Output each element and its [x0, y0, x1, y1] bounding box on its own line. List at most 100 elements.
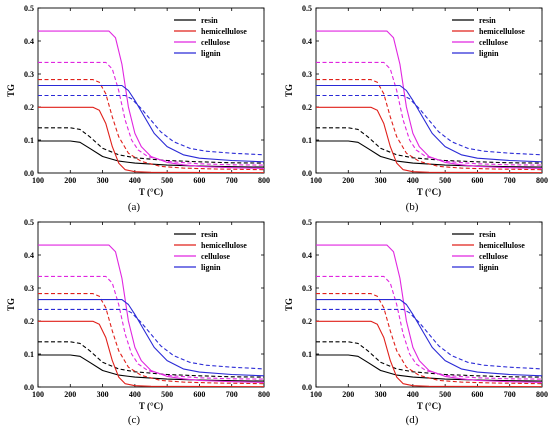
- x-tick-label: 100: [310, 176, 322, 185]
- dashed-line: [38, 61, 264, 166]
- series-group: [38, 244, 264, 387]
- x-tick-label: 700: [226, 176, 238, 185]
- x-tick-label: 300: [97, 390, 109, 399]
- legend-label: resin: [479, 16, 496, 25]
- resin-solid-line: [316, 140, 542, 168]
- x-axis-title: T (°C): [417, 187, 441, 197]
- plot-frame: [37, 7, 265, 174]
- x-tick-label: 100: [32, 390, 44, 399]
- y-tick-label: 0.1: [24, 136, 34, 145]
- legend-label: hemicellulose: [479, 27, 525, 36]
- legend-label: lignin: [201, 49, 221, 58]
- x-tick-label: 700: [226, 390, 238, 399]
- legend-label: resin: [479, 230, 496, 239]
- y-tick-label: 0.3: [302, 70, 312, 79]
- dashed-line: [316, 79, 542, 171]
- cellulose-solid-line: [316, 30, 542, 169]
- y-tick-label: 0.1: [302, 350, 312, 359]
- plot-frame: [37, 221, 265, 388]
- legend-label: resin: [201, 16, 218, 25]
- dashed-line: [316, 308, 542, 370]
- cellulose-solid-line: [38, 30, 264, 169]
- x-axis-title: T (°C): [139, 187, 163, 197]
- x-tick-label: 100: [310, 390, 322, 399]
- y-tick-label: 0.3: [302, 284, 312, 293]
- lignin-solid-line: [38, 84, 264, 163]
- y-tick-label: 0.0: [24, 169, 34, 178]
- plot-frame: [315, 221, 543, 388]
- x-tick-label: 200: [64, 176, 76, 185]
- x-tick-label: 400: [407, 390, 419, 399]
- x-tick-label: 300: [97, 176, 109, 185]
- y-axis-title: TG: [6, 84, 16, 97]
- y-axis-title: TG: [6, 298, 16, 311]
- x-tick-label: 700: [504, 390, 516, 399]
- x-tick-label: 200: [342, 176, 354, 185]
- x-axis-title: T (°C): [417, 401, 441, 411]
- x-tick-label: 800: [536, 176, 548, 185]
- dashed-line: [38, 79, 264, 171]
- legend-label: cellulose: [201, 38, 230, 47]
- x-tick-label: 500: [439, 390, 451, 399]
- legend-label: hemicellulose: [201, 27, 247, 36]
- plot-frame: [315, 7, 543, 174]
- lignin-solid-line: [316, 84, 542, 163]
- panel-label: (a): [128, 201, 141, 213]
- y-tick-label: 0.3: [24, 70, 34, 79]
- panel-label: (c): [128, 414, 141, 426]
- chart-panel: 100 200 300 400 500 600 700 800 0.0 0.1 0.2 0.3 0.4 0…: [284, 218, 548, 411]
- y-tick-label: 0.3: [24, 284, 34, 293]
- dashed-line: [38, 275, 264, 380]
- chart-panel: 100 200 300 400 500 600 700 800 0.0 0.1 0.2 0.3 0.4 0…: [6, 4, 270, 197]
- y-tick-label: 0.5: [24, 4, 34, 13]
- y-tick-label: 0.4: [302, 37, 312, 46]
- x-tick-label: 600: [193, 390, 205, 399]
- y-tick-label: 0.4: [24, 251, 34, 260]
- legend-label: lignin: [201, 263, 221, 272]
- dashed-line: [316, 293, 542, 385]
- series-group: [316, 30, 542, 173]
- x-tick-label: 100: [32, 176, 44, 185]
- lignin-solid-line: [38, 299, 264, 377]
- legend-label: hemicellulose: [479, 241, 525, 250]
- hemicellulose-solid-line: [38, 320, 264, 387]
- x-tick-label: 200: [64, 390, 76, 399]
- resin-solid-line: [316, 354, 542, 382]
- y-tick-label: 0.2: [302, 317, 312, 326]
- x-tick-label: 700: [504, 176, 516, 185]
- series-group: [38, 30, 264, 173]
- x-tick-label: 500: [161, 176, 173, 185]
- x-tick-label: 600: [193, 176, 205, 185]
- y-tick-label: 0.4: [24, 37, 34, 46]
- legend-label: cellulose: [479, 38, 508, 47]
- dashed-line: [38, 308, 264, 370]
- hemicellulose-solid-line: [38, 106, 264, 173]
- y-tick-label: 0.0: [302, 169, 312, 178]
- dashed-line: [316, 275, 542, 380]
- y-tick-label: 0.5: [24, 218, 34, 227]
- x-tick-label: 200: [342, 390, 354, 399]
- y-tick-label: 0.2: [24, 103, 34, 112]
- y-tick-label: 0.0: [302, 383, 312, 392]
- x-axis-title: T (°C): [139, 401, 163, 411]
- dashed-line: [316, 94, 542, 156]
- y-tick-label: 0.5: [302, 4, 312, 13]
- dashed-line: [38, 94, 264, 156]
- x-tick-label: 600: [471, 176, 483, 185]
- lignin-solid-line: [316, 299, 542, 377]
- y-tick-label: 0.5: [302, 218, 312, 227]
- y-axis-title: TG: [284, 298, 294, 311]
- x-tick-label: 300: [375, 390, 387, 399]
- dashed-line: [316, 61, 542, 166]
- y-tick-label: 0.1: [24, 350, 34, 359]
- resin-solid-line: [38, 354, 264, 382]
- cellulose-solid-line: [38, 244, 264, 383]
- dashed-line: [38, 293, 264, 385]
- legend-label: cellulose: [479, 252, 508, 261]
- x-tick-label: 400: [129, 176, 141, 185]
- legend-label: cellulose: [201, 252, 230, 261]
- y-tick-label: 0.2: [302, 103, 312, 112]
- x-tick-label: 400: [129, 390, 141, 399]
- x-tick-label: 500: [439, 176, 451, 185]
